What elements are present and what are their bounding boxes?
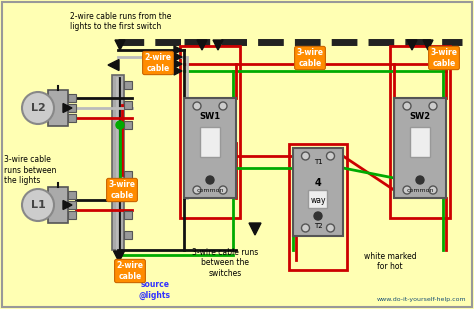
Bar [48,187,68,223]
Text: way: way [310,196,326,205]
Polygon shape [174,60,182,68]
Circle shape [301,224,310,232]
Text: 3-wire cable
runs between
the lights: 3-wire cable runs between the lights [4,155,56,185]
Circle shape [219,186,227,194]
Bar [309,190,328,208]
Bar [124,191,132,199]
Bar [410,127,430,157]
Polygon shape [174,67,182,75]
Text: 3-wire
cable: 3-wire cable [297,48,323,68]
Circle shape [219,102,227,110]
Bar [184,98,236,198]
Text: common: common [196,188,224,193]
Polygon shape [108,60,119,70]
Bar [68,94,76,102]
Polygon shape [115,40,125,50]
Bar [48,90,68,126]
Text: 2-wire cable runs from the
lights to the first switch: 2-wire cable runs from the lights to the… [70,12,172,32]
Circle shape [416,176,424,184]
Bar [124,231,132,239]
Bar [68,104,76,112]
Bar [200,127,220,157]
Bar [68,211,76,219]
Circle shape [301,152,310,160]
Text: L2: L2 [31,103,46,113]
Text: T1: T1 [314,159,322,165]
Text: L1: L1 [31,200,46,210]
Bar [124,121,132,129]
Circle shape [206,176,214,184]
Bar [390,46,450,218]
Polygon shape [174,53,182,61]
Bar [68,191,76,199]
Bar [112,75,124,250]
Text: 2-wire
cable: 2-wire cable [117,261,144,281]
Circle shape [22,92,54,124]
Text: SW1: SW1 [200,112,220,121]
Bar [394,98,446,198]
Circle shape [116,191,124,199]
Text: common: common [406,188,434,193]
Circle shape [327,224,335,232]
Polygon shape [249,223,261,235]
Text: 3-wire cable runs
between the
switches: 3-wire cable runs between the switches [192,248,258,278]
Polygon shape [407,40,417,50]
Bar [124,171,132,179]
Text: 4: 4 [315,178,321,188]
Bar [180,46,240,218]
Bar [293,148,343,236]
Circle shape [314,212,322,220]
Circle shape [403,102,411,110]
Circle shape [429,102,437,110]
Bar [124,81,132,89]
Polygon shape [113,251,125,262]
Circle shape [403,186,411,194]
Polygon shape [63,201,72,210]
Circle shape [193,102,201,110]
Bar [289,144,347,270]
Text: www.do-it-yourself-help.com: www.do-it-yourself-help.com [376,297,466,302]
Bar [124,101,132,109]
Text: 3-wire
cable: 3-wire cable [109,180,136,200]
Text: white marked
for hot: white marked for hot [364,252,416,271]
Polygon shape [213,40,223,50]
Polygon shape [423,40,433,50]
Circle shape [327,152,335,160]
Circle shape [193,186,201,194]
Polygon shape [174,46,182,54]
Text: SW2: SW2 [410,112,430,121]
Text: 2-wire
cable: 2-wire cable [145,53,172,73]
Bar [68,114,76,122]
Polygon shape [197,40,207,50]
Circle shape [116,121,124,129]
Circle shape [429,186,437,194]
Circle shape [22,189,54,221]
Text: T2: T2 [314,223,322,229]
Text: source
@lights: source @lights [139,280,171,299]
Text: 3-wire
cable: 3-wire cable [430,48,457,68]
Polygon shape [63,104,72,112]
Bar [68,201,76,209]
Bar [124,211,132,219]
